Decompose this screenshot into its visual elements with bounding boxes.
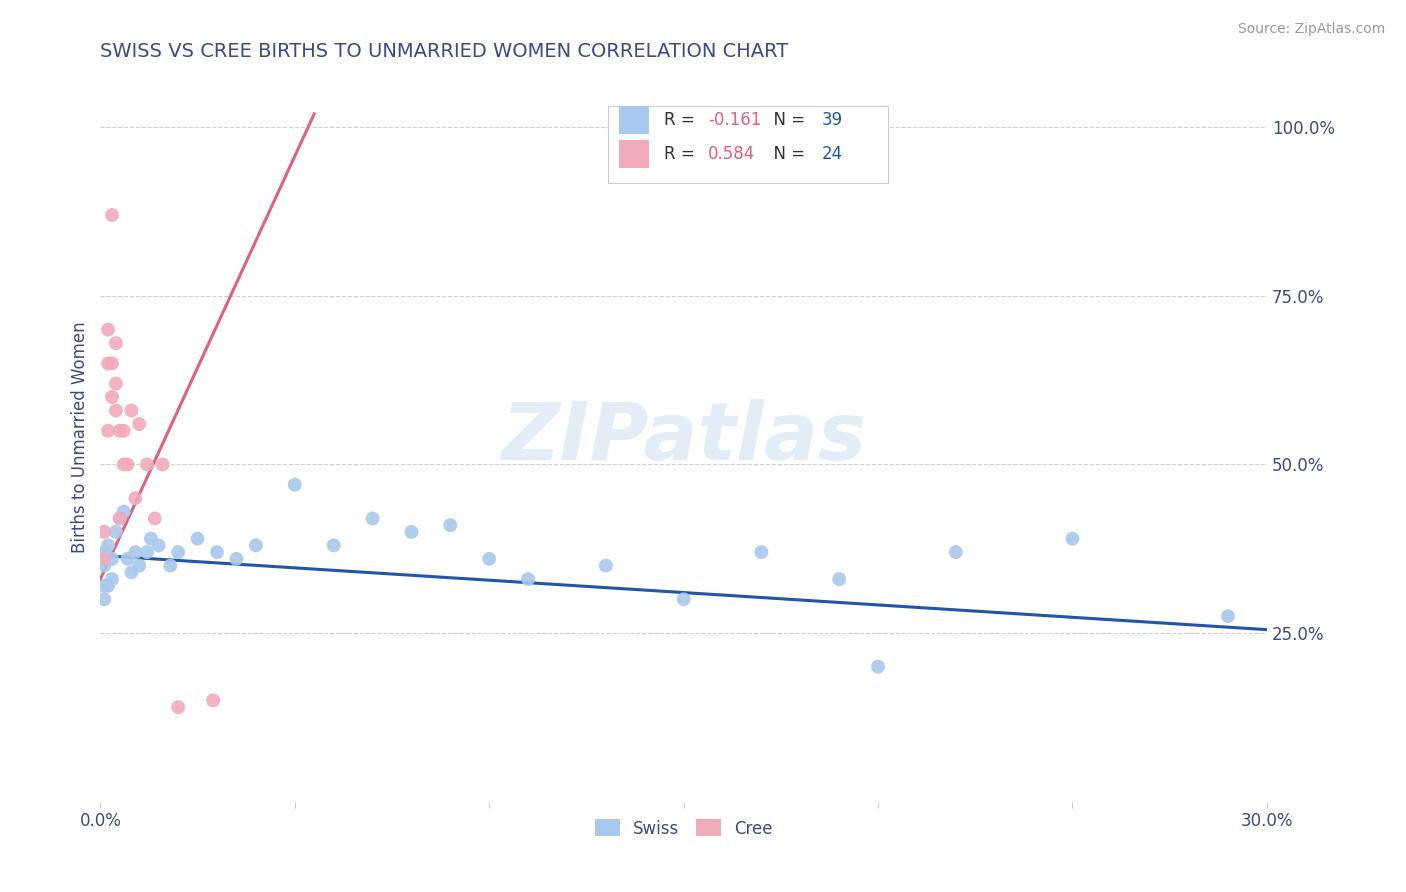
Point — [225, 552, 247, 566]
FancyBboxPatch shape — [620, 106, 648, 134]
Point — [93, 592, 115, 607]
Point — [595, 558, 617, 573]
Point — [152, 458, 174, 472]
Point — [93, 552, 115, 566]
Text: SWISS VS CREE BIRTHS TO UNMARRIED WOMEN CORRELATION CHART: SWISS VS CREE BIRTHS TO UNMARRIED WOMEN … — [100, 42, 789, 61]
Point — [124, 491, 146, 505]
Text: N =: N = — [763, 145, 810, 163]
Point — [517, 572, 540, 586]
Point — [202, 693, 225, 707]
Y-axis label: Births to Unmarried Women: Births to Unmarried Women — [72, 322, 89, 553]
Point — [167, 700, 190, 714]
Point — [1216, 609, 1239, 624]
Point — [97, 323, 120, 337]
Point — [104, 524, 127, 539]
Point — [361, 511, 384, 525]
Point — [136, 545, 159, 559]
Point — [143, 511, 166, 525]
Point — [101, 390, 124, 404]
Point — [93, 579, 115, 593]
Point — [284, 477, 307, 491]
Text: ZIPatlas: ZIPatlas — [501, 399, 866, 476]
Point — [322, 538, 344, 552]
Point — [205, 545, 228, 559]
Point — [478, 552, 501, 566]
Text: 24: 24 — [821, 145, 842, 163]
Point — [104, 403, 127, 417]
FancyBboxPatch shape — [607, 106, 887, 183]
Point — [868, 659, 890, 673]
Point — [117, 552, 139, 566]
Point — [124, 545, 146, 559]
Text: -0.161: -0.161 — [709, 111, 762, 129]
Point — [104, 336, 127, 351]
Point — [101, 552, 124, 566]
Point — [112, 505, 135, 519]
Point — [93, 558, 115, 573]
Point — [120, 566, 142, 580]
Text: 0.584: 0.584 — [709, 145, 755, 163]
Point — [245, 538, 267, 552]
Point — [101, 572, 124, 586]
Point — [93, 524, 115, 539]
Point — [101, 208, 124, 222]
FancyBboxPatch shape — [620, 140, 648, 168]
Point — [139, 532, 162, 546]
Text: 39: 39 — [821, 111, 842, 129]
Point — [159, 558, 181, 573]
Point — [167, 545, 190, 559]
Point — [187, 532, 209, 546]
Text: R =: R = — [664, 145, 700, 163]
Point — [97, 538, 120, 552]
Point — [97, 356, 120, 370]
Point — [112, 458, 135, 472]
Point — [117, 458, 139, 472]
Point — [112, 424, 135, 438]
Text: N =: N = — [763, 111, 810, 129]
Point — [108, 511, 131, 525]
Point — [97, 579, 120, 593]
Point — [120, 403, 142, 417]
Point — [108, 424, 131, 438]
Point — [104, 376, 127, 391]
Point — [148, 538, 170, 552]
Point — [401, 524, 423, 539]
Point — [128, 558, 150, 573]
Point — [945, 545, 967, 559]
Point — [101, 356, 124, 370]
Point — [93, 545, 115, 559]
Point — [439, 518, 461, 533]
Point — [672, 592, 695, 607]
Point — [97, 424, 120, 438]
Point — [828, 572, 851, 586]
Point — [1062, 532, 1084, 546]
Point — [108, 511, 131, 525]
Text: R =: R = — [664, 111, 700, 129]
Point — [751, 545, 773, 559]
Point — [128, 417, 150, 431]
Legend: Swiss, Cree: Swiss, Cree — [588, 813, 779, 844]
Point — [136, 458, 159, 472]
Text: Source: ZipAtlas.com: Source: ZipAtlas.com — [1237, 22, 1385, 37]
